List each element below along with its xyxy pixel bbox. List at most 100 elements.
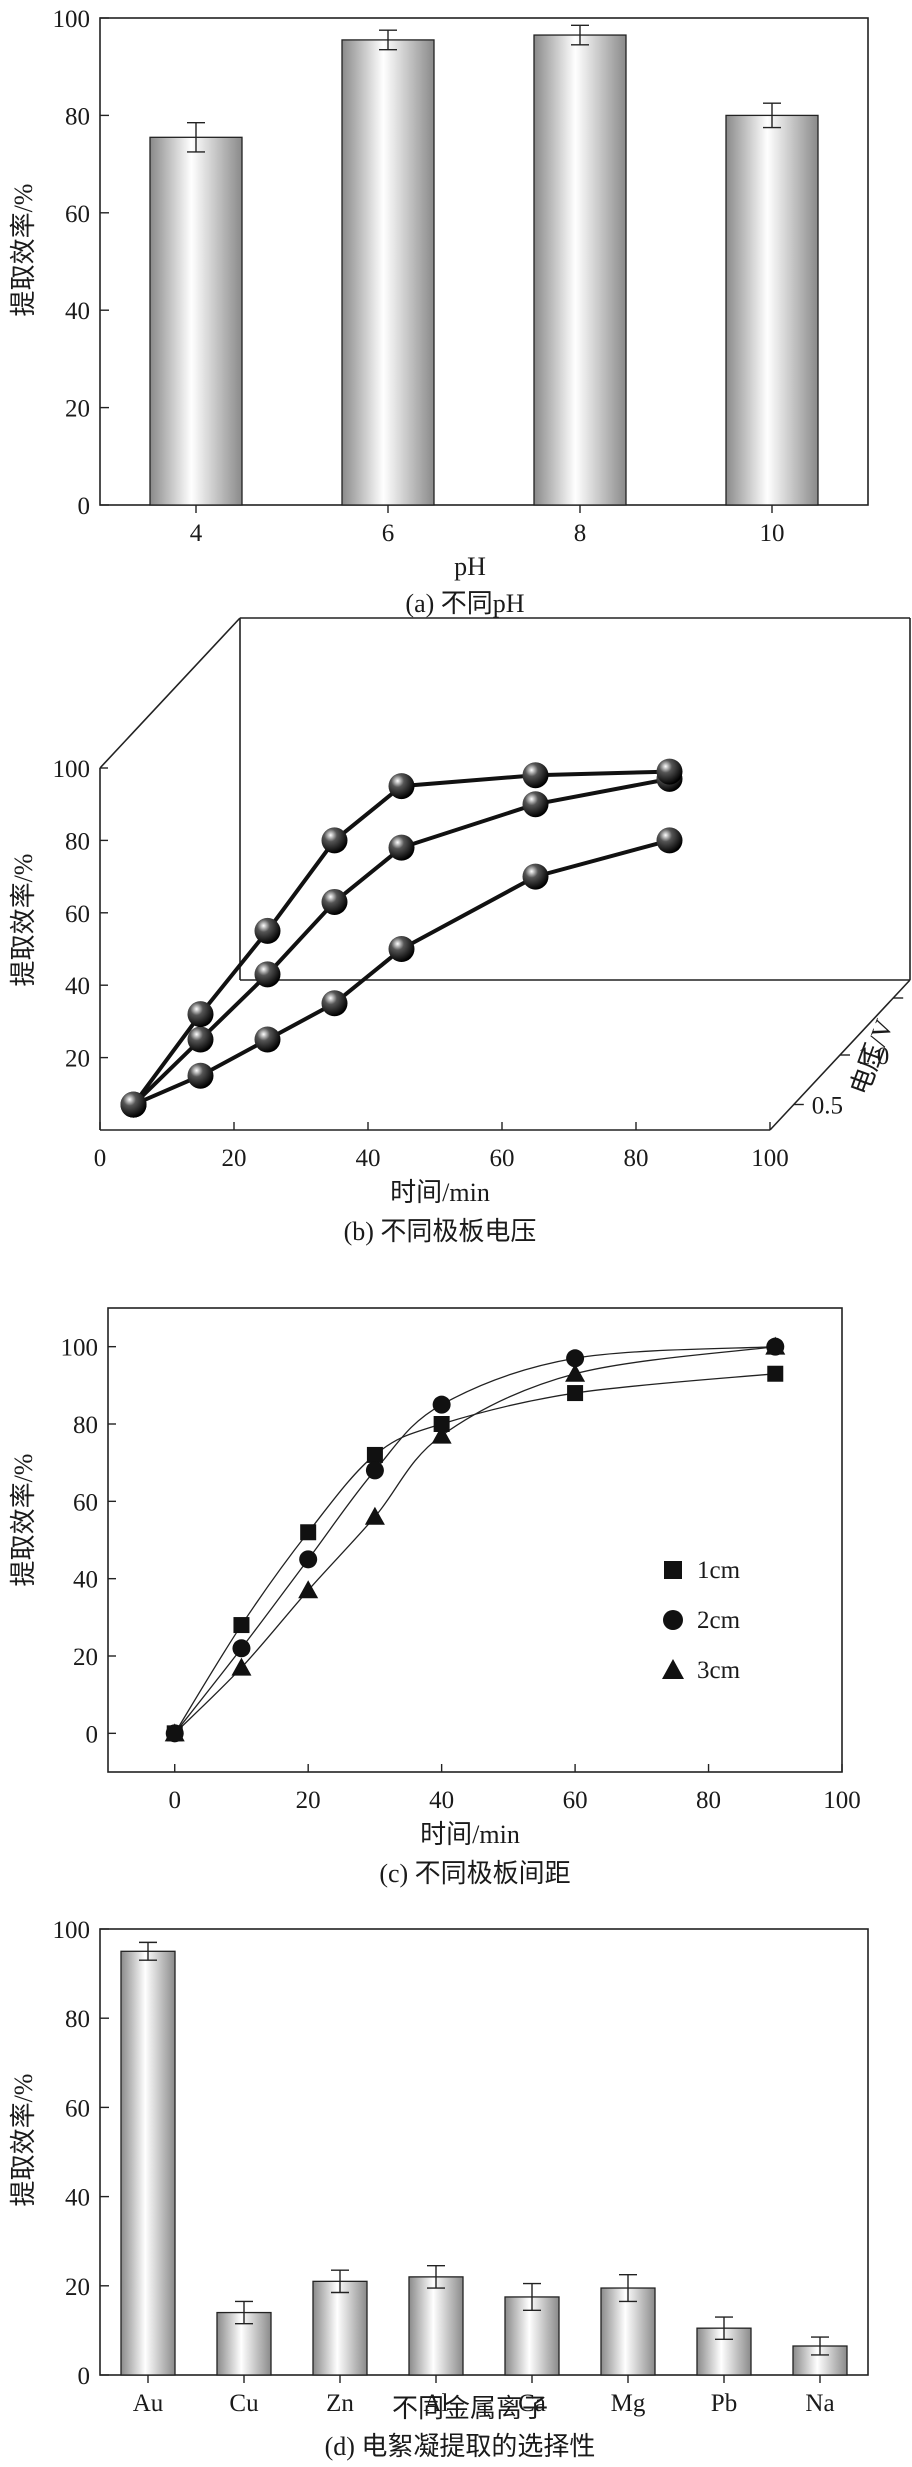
b-point-2.0 xyxy=(522,762,549,789)
c-point-3cm xyxy=(164,1723,185,1742)
c-ytick-label: 40 xyxy=(73,1567,98,1594)
d-xtick-label: Zn xyxy=(326,2390,354,2417)
a-bar-6 xyxy=(341,39,435,506)
d-xtick-label: Al xyxy=(424,2390,449,2417)
c-legend-label-1cm: 1cm xyxy=(697,1557,741,1584)
chart-c-xlabel: 时间/min xyxy=(420,1820,520,1849)
d-ytick-label: 0 xyxy=(78,2363,91,2390)
chart-b-ylabel: 提取效率/% xyxy=(9,854,38,987)
d-xtick-label: Pb xyxy=(711,2390,737,2417)
a-xtick-label: 8 xyxy=(574,520,587,547)
d-frame xyxy=(99,1928,869,2376)
c-xtick-label: 20 xyxy=(296,1787,321,1814)
c-legend-marker-1cm xyxy=(664,1561,682,1579)
d-bar-Al xyxy=(408,2276,464,2376)
chart-a-ylabel: 提取效率/% xyxy=(9,184,38,317)
c-point-2cm xyxy=(365,1461,384,1480)
c-curve-3cm xyxy=(174,1346,776,1734)
chart-a-caption: (a) 不同pH xyxy=(405,589,524,618)
b-xtick-label: 100 xyxy=(751,1145,789,1172)
c-point-3cm xyxy=(431,1425,452,1444)
b-point-0.5 xyxy=(187,1062,214,1089)
a-xtick-label: 6 xyxy=(382,520,395,547)
b-point-1.0 xyxy=(388,834,415,861)
b-point-2.0 xyxy=(388,773,415,800)
b-point-1.0 xyxy=(522,791,549,818)
b-point-2.0 xyxy=(120,1091,147,1118)
b-top-depth xyxy=(99,617,241,769)
b-point-0.5 xyxy=(254,1026,281,1053)
b-ytick-label: 20 xyxy=(65,1046,90,1073)
b-point-2.0 xyxy=(656,758,683,785)
c-frame xyxy=(107,1307,843,1773)
b-xtick-label: 0 xyxy=(94,1145,107,1172)
c-point-2cm xyxy=(232,1639,251,1658)
chart-c-spacing: 0 20 40 60 80 100 0 20 40 60 80 100 1cm 2cm 3cm xyxy=(61,1307,861,1814)
c-point-1cm xyxy=(767,1365,784,1382)
chart-d-caption: (d) 电絮凝提取的选择性 xyxy=(325,2432,596,2461)
a-ytick-label: 0 xyxy=(78,493,91,520)
b-point-0.5 xyxy=(522,863,549,890)
d-ytick-label: 100 xyxy=(53,1917,91,1944)
a-ytick-label: 60 xyxy=(65,201,90,228)
c-ytick-label: 60 xyxy=(73,1489,98,1516)
c-xtick-label: 80 xyxy=(696,1787,721,1814)
d-bar-Mg xyxy=(600,2287,656,2376)
d-ytick-label: 40 xyxy=(65,2185,90,2212)
c-curve-1cm xyxy=(174,1373,776,1734)
d-xtick-label: Au xyxy=(133,2390,164,2417)
d-xtick-label: Na xyxy=(805,2390,834,2417)
b-point-2.0 xyxy=(321,827,348,854)
d-ytick-label: 20 xyxy=(65,2274,90,2301)
d-bar-Zn xyxy=(312,2280,368,2376)
b-ytick-label: 100 xyxy=(53,756,91,783)
a-bar-4 xyxy=(149,136,243,506)
b-ytick-label: 40 xyxy=(65,973,90,1000)
d-ytick-label: 80 xyxy=(65,2006,90,2033)
c-point-2cm xyxy=(432,1395,451,1414)
a-bar-10 xyxy=(725,114,819,506)
a-ytick-label: 20 xyxy=(65,396,90,423)
chart-a-xlabel: pH xyxy=(454,552,486,581)
b-xtick-label: 80 xyxy=(624,1145,649,1172)
c-xtick-label: 0 xyxy=(168,1787,181,1814)
chart-a-ph: 0 20 40 60 80 100 4 6 8 10 xyxy=(53,6,869,547)
a-xtick-label: 4 xyxy=(190,520,203,547)
c-legend-marker-3cm xyxy=(662,1659,684,1679)
chart-b-caption: (b) 不同极板电压 xyxy=(344,1217,537,1246)
chart-c-caption: (c) 不同极板间距 xyxy=(379,1859,570,1888)
c-ytick-label: 0 xyxy=(86,1721,99,1748)
d-xtick-label: Ca xyxy=(518,2390,546,2417)
b-point-1.0 xyxy=(187,1026,214,1053)
b-point-2.0 xyxy=(254,917,281,944)
c-point-2cm xyxy=(299,1550,318,1569)
chart-b-xlabel: 时间/min xyxy=(390,1178,490,1207)
b-ztick-label: 1.0 xyxy=(858,1043,889,1070)
b-point-1.0 xyxy=(254,961,281,988)
b-ytick-label: 60 xyxy=(65,901,90,928)
c-point-1cm xyxy=(233,1617,250,1634)
c-legend-label-2cm: 2cm xyxy=(697,1607,741,1634)
b-point-1.0 xyxy=(321,888,348,915)
chart-d-ylabel: 提取效率/% xyxy=(9,2074,38,2207)
c-point-3cm xyxy=(298,1580,319,1599)
c-xtick-label: 40 xyxy=(429,1787,454,1814)
a-bar-8 xyxy=(533,34,627,506)
chart-d-selectivity: 0 20 40 60 80 100 Au Cu Zn Al Ca Mg Pb Na xyxy=(53,1917,869,2417)
c-point-1cm xyxy=(300,1524,317,1541)
c-ytick-label: 80 xyxy=(73,1412,98,1439)
c-point-3cm xyxy=(765,1336,786,1355)
c-xtick-label: 100 xyxy=(823,1787,861,1814)
c-legend-label-3cm: 3cm xyxy=(697,1657,741,1684)
b-point-0.5 xyxy=(656,827,683,854)
c-curve-2cm xyxy=(174,1346,776,1734)
c-point-1cm xyxy=(366,1446,383,1463)
chart-d-xlabel: 不同金属离子 xyxy=(392,2394,548,2423)
b-point-0.5 xyxy=(388,936,415,962)
c-legend-marker-2cm xyxy=(663,1610,683,1630)
c-point-2cm xyxy=(566,1349,585,1368)
b-xtick-label: 60 xyxy=(490,1145,515,1172)
b-line-0.5 xyxy=(132,838,671,1107)
a-ytick-label: 40 xyxy=(65,298,90,325)
